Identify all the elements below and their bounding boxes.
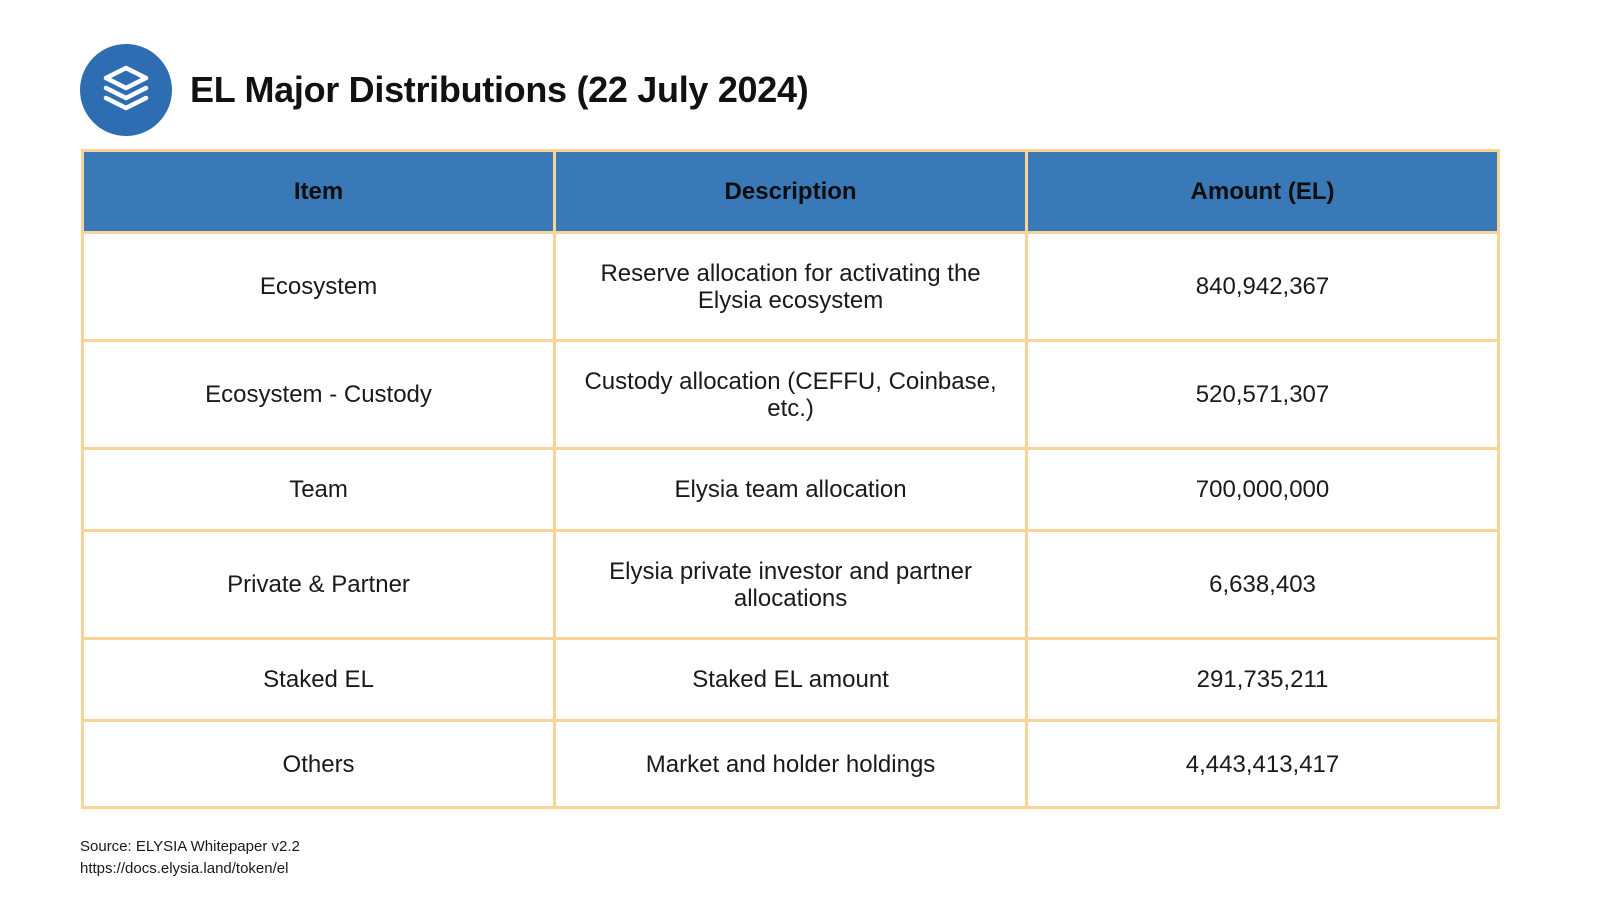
- item-cell: Ecosystem: [80, 231, 557, 342]
- description-cell: Elysia private investor and partner allo…: [553, 529, 1029, 640]
- table-row: Others Market and holder holdings 4,443,…: [80, 719, 1500, 809]
- table-row: Ecosystem - Custody Custody allocation (…: [80, 339, 1500, 450]
- distribution-table: Item Description Amount (EL) Ecosystem R…: [80, 149, 1500, 809]
- item-cell: Others: [80, 719, 557, 809]
- item-cell: Team: [80, 447, 557, 532]
- column-header-amount: Amount (EL): [1025, 149, 1500, 234]
- description-cell: Elysia team allocation: [553, 447, 1029, 532]
- description-cell: Custody allocation (CEFFU, Coinbase, etc…: [553, 339, 1029, 450]
- page-title: EL Major Distributions (22 July 2024): [190, 69, 809, 110]
- source-note: Source: ELYSIA Whitepaper v2.2 https://d…: [80, 836, 300, 880]
- amount-cell: 700,000,000: [1025, 447, 1500, 532]
- amount-cell: 840,942,367: [1025, 231, 1500, 342]
- item-cell: Staked EL: [80, 637, 557, 722]
- description-cell: Staked EL amount: [553, 637, 1029, 722]
- source-url: https://docs.elysia.land/token/el: [80, 860, 289, 877]
- description-cell: Reserve allocation for activating the El…: [553, 231, 1029, 342]
- column-header-item: Item: [80, 149, 557, 234]
- amount-cell: 291,735,211: [1025, 637, 1500, 722]
- source-citation: Source: ELYSIA Whitepaper v2.2: [80, 838, 300, 855]
- table-row: Private & Partner Elysia private investo…: [80, 529, 1500, 640]
- table-row: Staked EL Staked EL amount 291,735,211: [80, 637, 1500, 722]
- amount-cell: 4,443,413,417: [1025, 719, 1500, 809]
- elysia-logo: [80, 44, 172, 136]
- amount-cell: 520,571,307: [1025, 339, 1500, 450]
- item-cell: Private & Partner: [80, 529, 557, 640]
- table-header-row: Item Description Amount (EL): [80, 149, 1500, 234]
- amount-cell: 6,638,403: [1025, 529, 1500, 640]
- table-row: Ecosystem Reserve allocation for activat…: [80, 231, 1500, 342]
- stacked-layers-icon: [103, 65, 149, 111]
- table-row: Team Elysia team allocation 700,000,000: [80, 447, 1500, 532]
- item-cell: Ecosystem - Custody: [80, 339, 557, 450]
- header: EL Major Distributions (22 July 2024): [80, 44, 809, 136]
- description-cell: Market and holder holdings: [553, 719, 1029, 809]
- column-header-description: Description: [553, 149, 1029, 234]
